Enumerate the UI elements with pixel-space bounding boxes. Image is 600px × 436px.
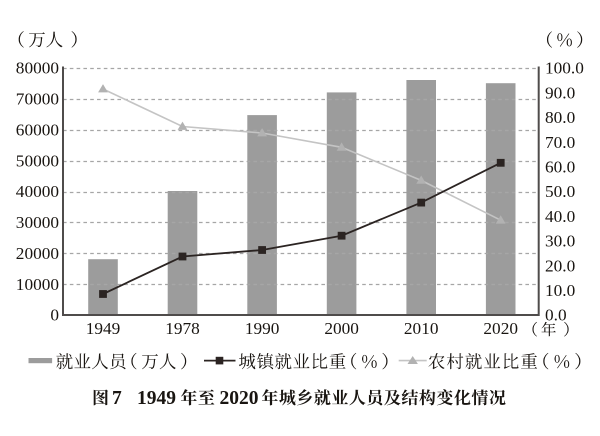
svg-text:0: 0 — [50, 306, 59, 325]
svg-text:20000: 20000 — [16, 244, 59, 263]
svg-text:2010: 2010 — [404, 319, 439, 338]
svg-text:2000: 2000 — [324, 319, 359, 338]
svg-text:2020: 2020 — [220, 388, 259, 409]
svg-text:60.0: 60.0 — [545, 158, 575, 177]
svg-text:1949: 1949 — [86, 319, 121, 338]
svg-text:2020: 2020 — [483, 319, 518, 338]
svg-text:70000: 70000 — [16, 90, 59, 109]
svg-text:30000: 30000 — [16, 213, 59, 232]
svg-text:1978: 1978 — [165, 319, 200, 338]
svg-text:70.0: 70.0 — [545, 133, 575, 152]
svg-text:7: 7 — [112, 388, 122, 409]
svg-text:50.0: 50.0 — [545, 182, 575, 201]
svg-text:10000: 10000 — [16, 275, 59, 294]
svg-text:40.0: 40.0 — [545, 207, 575, 226]
svg-text:1990: 1990 — [245, 319, 280, 338]
svg-text:80.0: 80.0 — [545, 108, 575, 127]
svg-text:1949: 1949 — [137, 388, 176, 409]
svg-text:40000: 40000 — [16, 182, 59, 201]
svg-text:10.0: 10.0 — [545, 281, 575, 300]
svg-text:90.0: 90.0 — [545, 83, 575, 102]
svg-text:60000: 60000 — [16, 120, 59, 139]
svg-text:80000: 80000 — [16, 59, 59, 78]
svg-text:50000: 50000 — [16, 151, 59, 170]
svg-text:20.0: 20.0 — [545, 256, 575, 275]
svg-text:100.0: 100.0 — [545, 59, 584, 78]
svg-text:30.0: 30.0 — [545, 232, 575, 251]
svg-text:0.0: 0.0 — [545, 306, 567, 325]
